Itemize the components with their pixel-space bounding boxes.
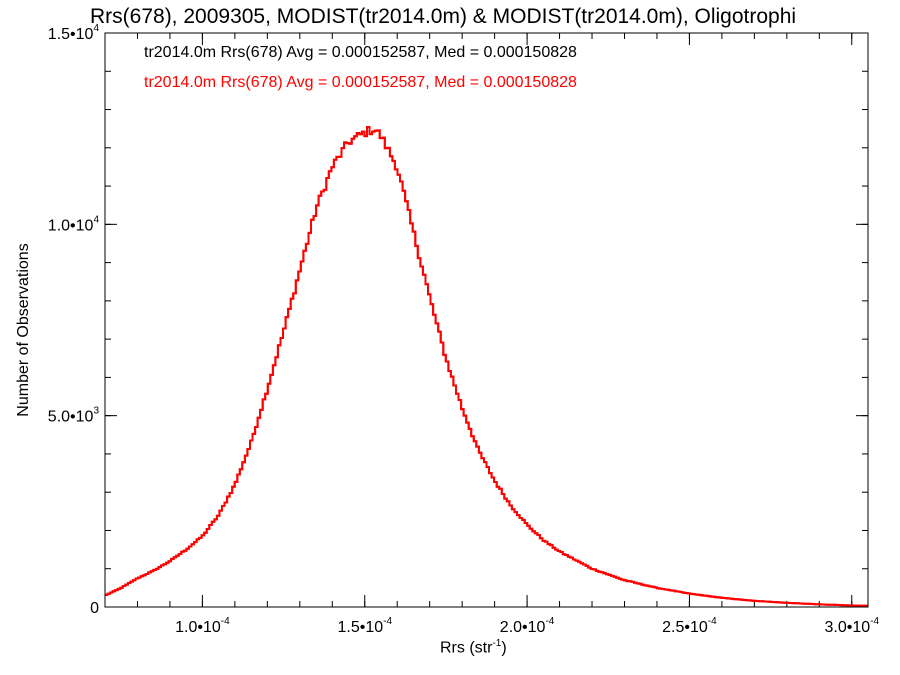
plot-frame (104, 32, 869, 608)
x-tick-label: 2.0•10-4 (500, 616, 555, 636)
y-axis-label: Number of Observations (15, 243, 32, 417)
x-tick-label: 2.5•10-4 (662, 616, 717, 636)
x-axis-label-close: ) (501, 639, 507, 657)
y-tick-label: 5.0•103 (48, 406, 100, 426)
y-tick-label: 1.0•104 (48, 214, 100, 234)
axis-ticks (104, 32, 868, 608)
stats-annotation-red: tr2014.0m Rrs(678) Avg = 0.000152587, Me… (144, 74, 577, 91)
y-tick-label: 1.5•104 (48, 23, 100, 43)
stats-annotation-black: tr2014.0m Rrs(678) Avg = 0.000152587, Me… (144, 44, 577, 61)
y-tick-label: 0 (90, 600, 99, 617)
series-layer (105, 126, 868, 607)
x-tick-label: 3.0•10-4 (824, 616, 879, 636)
histogram-series-0 (105, 126, 868, 607)
chart-title: Rrs(678), 2009305, MODIST(tr2014.0m) & M… (90, 5, 797, 28)
x-axis-label-text: Rrs (str (440, 639, 493, 657)
x-tick-label: 1.5•10-4 (337, 616, 392, 636)
x-axis-label-exponent: -1 (492, 638, 502, 649)
tick-labels: 1.0•10-4 1.5•10-4 2.0•10-4 2.5•10-4 3.0•10-4… (48, 23, 880, 636)
x-axis-label: Rrs (str-1) (440, 638, 507, 657)
x-tick-label: 1.0•10-4 (175, 616, 230, 636)
histogram-series-1 (105, 126, 868, 607)
